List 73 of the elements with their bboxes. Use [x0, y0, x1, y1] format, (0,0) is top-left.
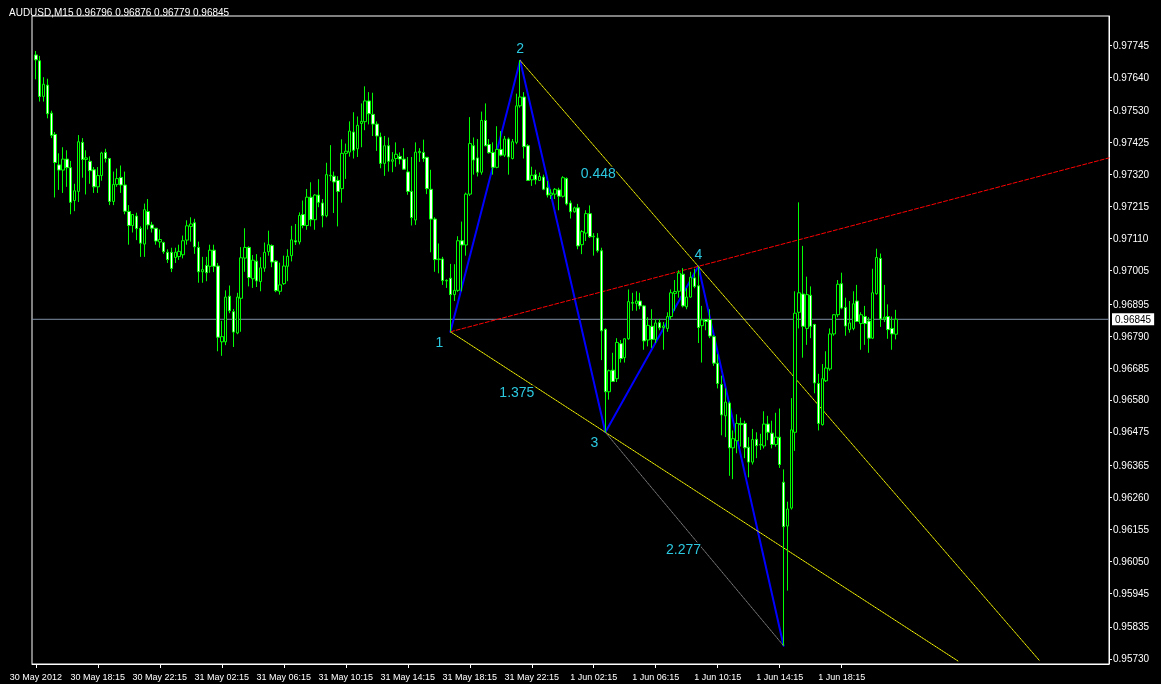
x-tick-label: 31 May 06:15	[256, 671, 312, 682]
x-tick-label: 1 Jun 02:15	[570, 671, 618, 682]
candlestick	[576, 203, 580, 250]
x-tick-label: 31 May 14:15	[380, 671, 436, 682]
candlestick	[414, 141, 417, 226]
candlestick	[255, 253, 258, 288]
candlestick	[286, 248, 289, 282]
annotation: 2.277	[665, 540, 702, 557]
candlestick	[387, 137, 390, 173]
y-tick-label: 0.96260	[1113, 491, 1150, 503]
y-tick-label: 0.97530	[1113, 105, 1150, 117]
y-tick-label: 0.96685	[1113, 362, 1150, 374]
y-tick-label: 0.97320	[1113, 169, 1150, 181]
candlestick	[38, 55, 41, 103]
y-tick-label: 0.95945	[1113, 587, 1150, 599]
candlestick	[197, 241, 200, 284]
annotation: 1.375	[499, 384, 535, 401]
candlestick	[507, 137, 510, 176]
candlestick	[394, 141, 398, 168]
y-tick-label: 0.95730	[1113, 653, 1150, 665]
x-tick-label: 1 Jun 06:15	[632, 671, 680, 682]
x-tick-label: 1 Jun 18:15	[818, 671, 866, 682]
candlestick	[193, 218, 196, 255]
chart-title: AUDUSD,M15 0.96796 0.96876 0.96779 0.96845	[9, 6, 230, 18]
x-tick-label: 31 May 18:15	[442, 671, 498, 682]
candlestick	[879, 253, 882, 328]
candlestick	[352, 111, 355, 160]
candlestick	[778, 408, 781, 469]
candlestick	[782, 468, 785, 647]
annotation: 2	[516, 40, 525, 57]
x-tick-label: 1 Jun 14:15	[756, 671, 804, 682]
x-tick-label: 30 May 22:15	[132, 671, 188, 682]
x-tick-label: 30 May 18:15	[70, 671, 126, 682]
y-tick-label: 0.97425	[1113, 137, 1150, 149]
y-tick-label: 0.95835	[1113, 621, 1150, 633]
candlestick	[681, 267, 685, 308]
ref-line-label: 0.96845	[1115, 313, 1152, 325]
y-tick-label: 0.96050	[1113, 555, 1150, 567]
x-tick-label: 31 May 02:15	[194, 671, 250, 682]
y-tick-label: 0.96580	[1113, 394, 1150, 406]
y-tick-label: 0.97110	[1113, 233, 1149, 245]
candlestick	[309, 181, 313, 227]
candlestick	[383, 135, 386, 177]
candlestick	[61, 146, 65, 194]
y-tick-label: 0.97215	[1113, 201, 1150, 213]
x-tick-label: 30 May 2012	[9, 671, 62, 682]
annotation: 1	[435, 333, 444, 350]
annotation: 3	[590, 434, 599, 451]
candlestick	[290, 225, 293, 262]
candlestick	[356, 115, 359, 158]
y-tick-label: 0.96790	[1113, 330, 1150, 342]
annotation: 4	[694, 246, 703, 263]
y-tick-label: 0.96895	[1113, 298, 1150, 310]
annotation: 0.448	[580, 165, 616, 182]
x-tick-label: 31 May 22:15	[504, 671, 560, 682]
x-tick-label: 31 May 10:15	[318, 671, 374, 682]
line-series	[449, 59, 785, 647]
candlestick	[635, 290, 638, 312]
candlestick	[650, 308, 654, 349]
y-tick-label: 0.97005	[1113, 265, 1150, 277]
y-tick-label: 0.97640	[1113, 71, 1150, 83]
candlestick	[143, 203, 146, 258]
candlestick	[449, 263, 452, 333]
candlestick	[534, 169, 537, 185]
x-tick-label: 1 Jun 10:15	[694, 671, 742, 682]
candlestick	[762, 410, 766, 449]
y-tick-label: 0.96475	[1113, 426, 1150, 438]
y-tick-label: 0.96365	[1113, 459, 1150, 471]
y-tick-label: 0.96155	[1113, 523, 1150, 535]
candlestick	[720, 375, 723, 436]
y-tick-label: 0.97745	[1113, 39, 1150, 51]
candlestick	[615, 337, 619, 383]
candlestick	[170, 247, 173, 273]
